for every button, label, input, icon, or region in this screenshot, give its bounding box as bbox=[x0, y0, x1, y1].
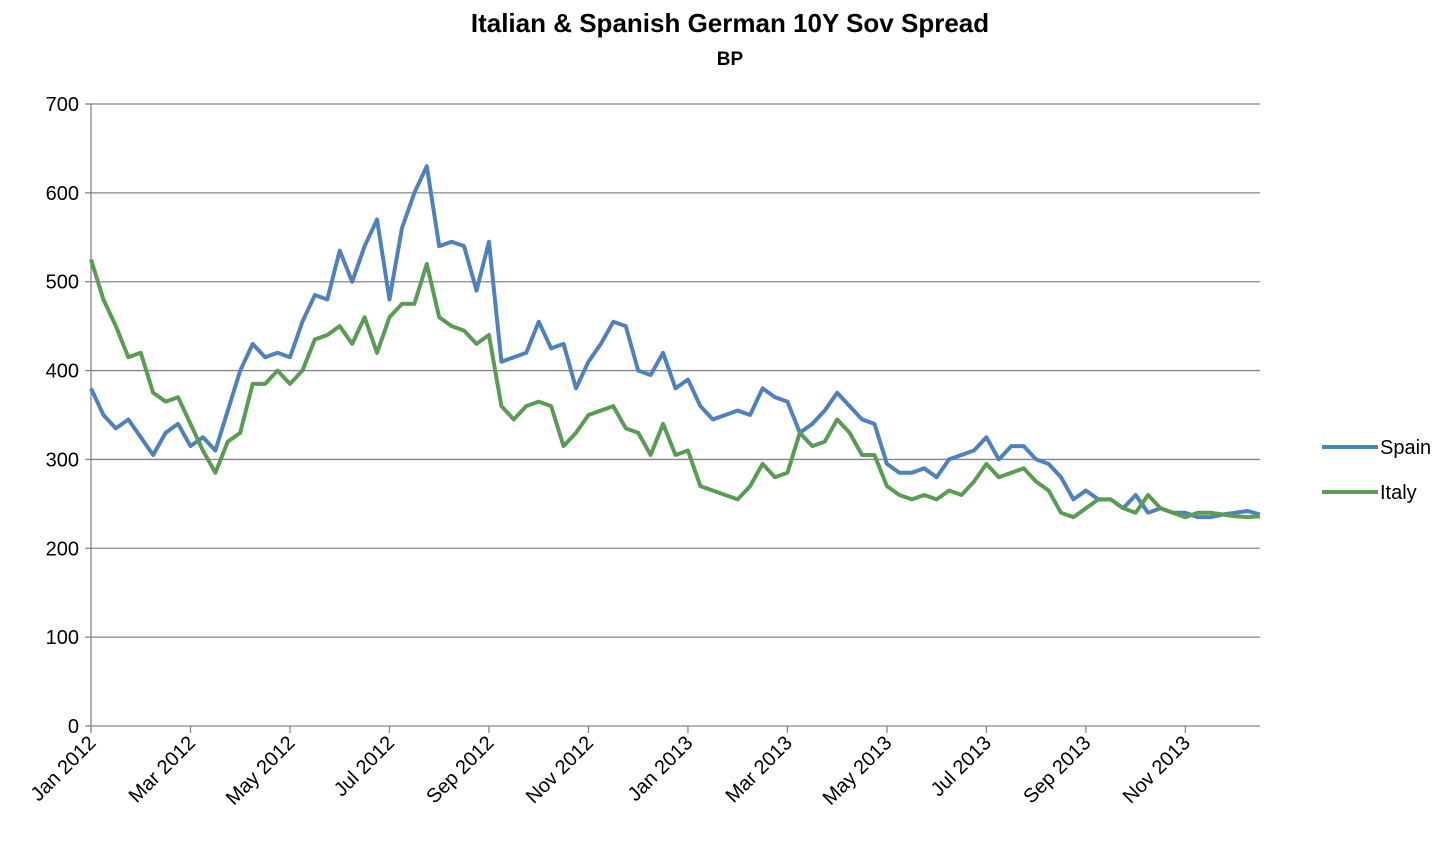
x-tick-label: Nov 2013 bbox=[1119, 732, 1195, 808]
y-tick-label: 700 bbox=[46, 94, 79, 116]
x-tick-label: Jan 2013 bbox=[624, 732, 698, 806]
chart-title: Italian & Spanish German 10Y Sov Spread bbox=[471, 8, 989, 38]
chart-subtitle: BP bbox=[717, 49, 744, 70]
legend-label: Italy bbox=[1380, 482, 1417, 504]
y-tick-label: 200 bbox=[46, 538, 79, 560]
y-tick-label: 500 bbox=[46, 272, 79, 294]
x-tick-label: May 2012 bbox=[222, 732, 300, 810]
y-tick-label: 300 bbox=[46, 449, 79, 471]
x-tick-label: Mar 2013 bbox=[722, 732, 797, 807]
y-tick-label: 100 bbox=[46, 627, 79, 649]
legend-label: Spain bbox=[1380, 437, 1431, 459]
series-line bbox=[89, 258, 1261, 520]
y-tick-label: 0 bbox=[68, 716, 79, 738]
x-tick-label: Jul 2013 bbox=[927, 732, 996, 801]
x-tick-label: May 2013 bbox=[819, 732, 897, 810]
x-tick-label: Sep 2013 bbox=[1019, 732, 1095, 808]
x-tick-label: Mar 2012 bbox=[125, 732, 200, 807]
x-tick-label: Jul 2012 bbox=[330, 732, 399, 801]
y-tick-label: 400 bbox=[46, 361, 79, 383]
y-tick-label: 600 bbox=[46, 183, 79, 205]
x-tick-label: Jan 2012 bbox=[27, 732, 101, 806]
x-tick-label: Nov 2012 bbox=[522, 732, 598, 808]
series-line bbox=[89, 164, 1261, 520]
x-tick-label: Sep 2012 bbox=[422, 732, 498, 808]
